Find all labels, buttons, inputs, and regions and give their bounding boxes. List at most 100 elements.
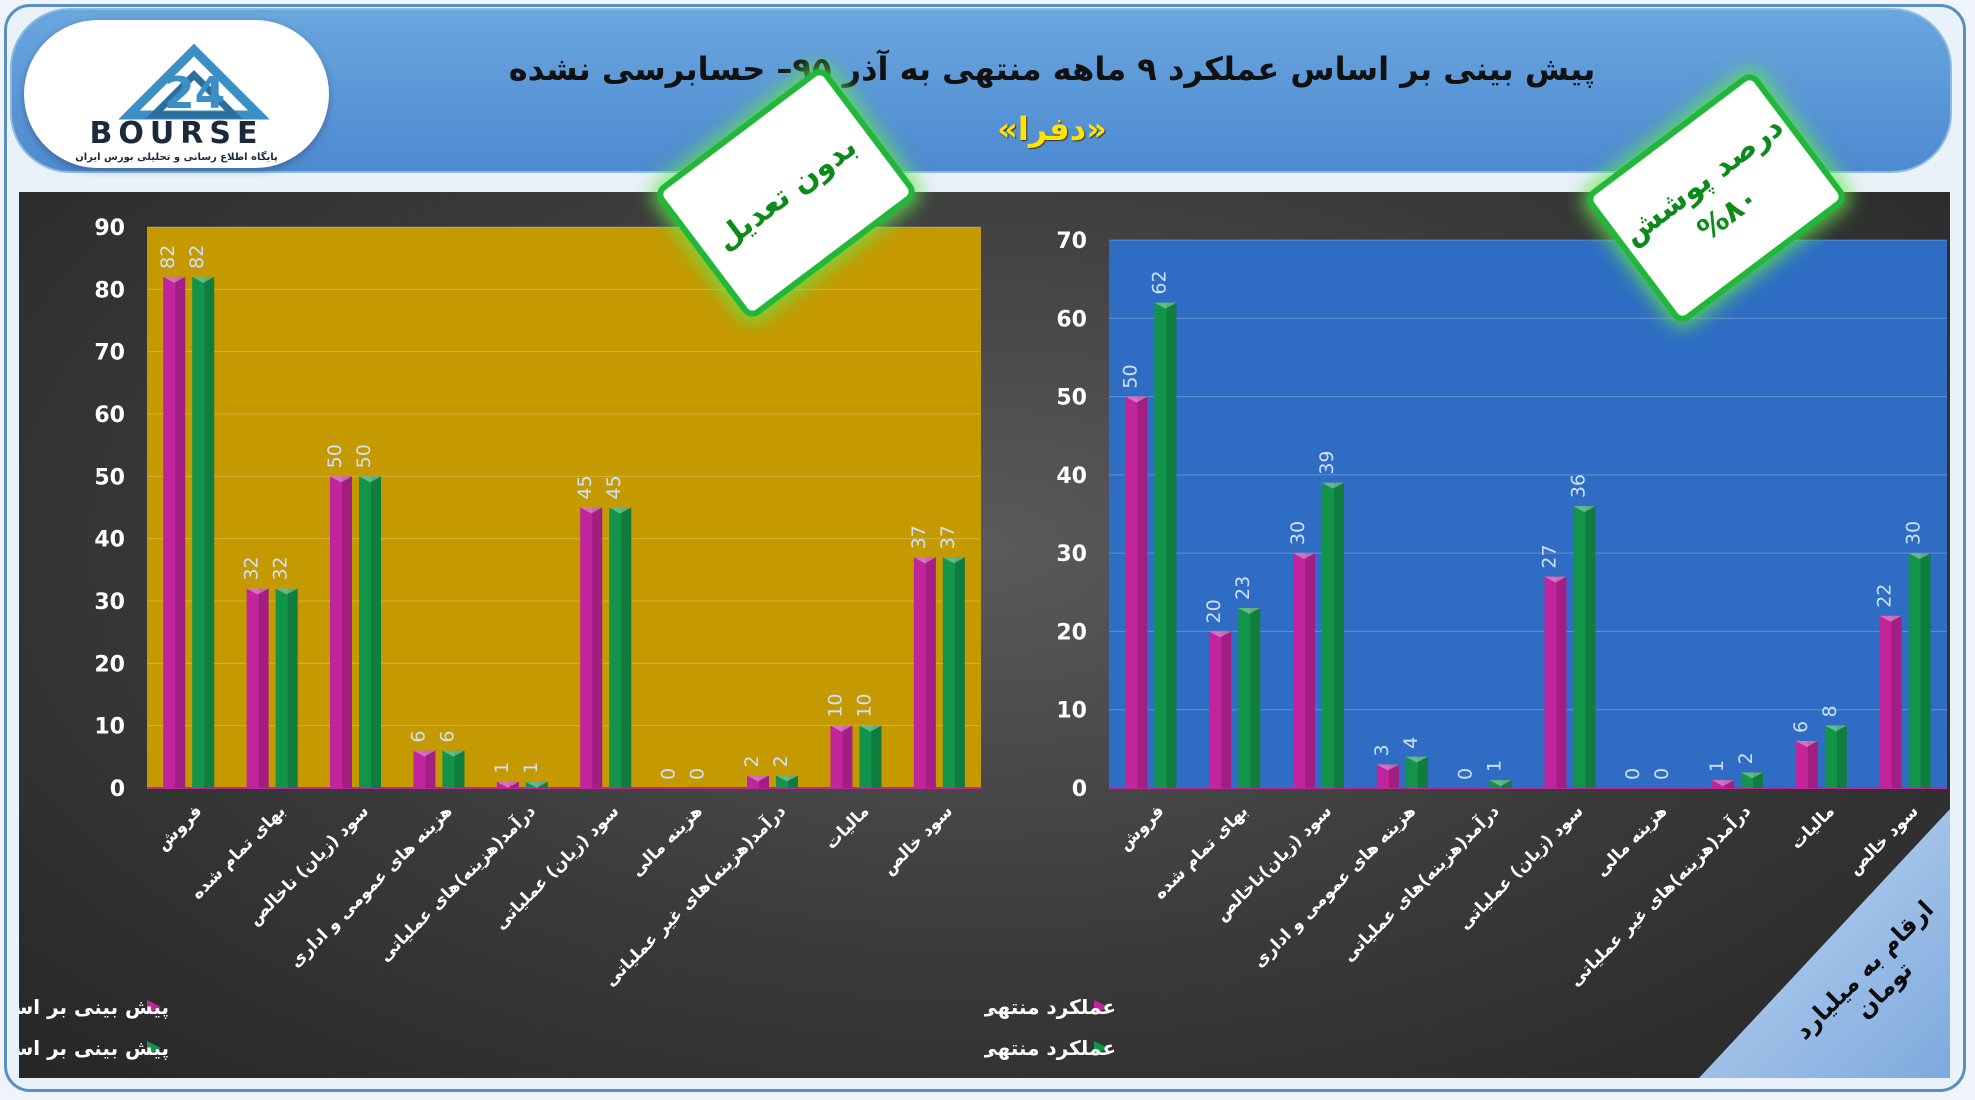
page-title: پیش بینی بر اساس عملکرد ۹ ماهه منتهی به …	[508, 50, 1596, 88]
y-tick-label: 0	[1072, 777, 1087, 802]
x-tick-label: هزینه مالی	[627, 801, 706, 880]
bar-top	[1405, 756, 1428, 763]
bar-top	[942, 557, 965, 564]
bar-top	[1125, 396, 1148, 403]
y-tick-label: 20	[1056, 620, 1087, 645]
bar-top	[1741, 772, 1763, 779]
legend-marker	[1094, 1000, 1108, 1014]
data-label: 0	[687, 768, 709, 780]
y-tick-label: 80	[94, 278, 125, 303]
bar-top	[1322, 482, 1344, 489]
data-label: 2	[770, 755, 792, 767]
bar-shade	[1417, 756, 1428, 788]
bar-top	[359, 476, 381, 483]
bar-shade	[621, 507, 632, 788]
bar-shade	[759, 775, 769, 788]
data-label: 50	[353, 444, 375, 468]
data-label: 1	[491, 762, 513, 774]
y-tick-label: 60	[1056, 307, 1087, 332]
bar-top	[1544, 576, 1567, 583]
x-tick-label: درآمد(هزینه)های عملیاتی	[1338, 800, 1504, 966]
bar-top	[1879, 615, 1902, 622]
bar	[525, 781, 548, 788]
data-label: 10	[824, 693, 846, 717]
bar-shade	[175, 276, 186, 788]
data-label: 36	[1567, 474, 1589, 498]
bar-shade	[287, 588, 298, 788]
legend-marker	[1094, 1041, 1108, 1055]
bourse-logo: 24 BOURSE پایگاه اطلاع رسانی و تحلیلی بو…	[24, 20, 329, 168]
legend-marker	[147, 1000, 161, 1014]
y-tick-label: 10	[94, 715, 125, 740]
bar-shade	[1334, 482, 1344, 788]
data-label: 62	[1148, 270, 1170, 294]
bar-top	[1795, 741, 1818, 748]
bar-shade	[425, 750, 436, 788]
bar-shade	[925, 557, 936, 788]
bar-top	[1238, 607, 1261, 614]
y-tick-label: 90	[94, 216, 125, 241]
data-label: 82	[186, 245, 208, 269]
data-label: 1	[1484, 760, 1506, 772]
bar-shade	[204, 276, 215, 788]
bar-shade	[537, 781, 548, 788]
bar-top	[776, 775, 798, 782]
bar-shade	[1250, 607, 1261, 788]
y-tick-label: 50	[1056, 386, 1087, 411]
y-tick-label: 40	[1056, 464, 1087, 489]
data-label: 23	[1232, 576, 1254, 600]
data-label: 32	[241, 556, 263, 580]
data-label: 1	[1706, 760, 1728, 772]
bar-shade	[454, 750, 465, 788]
bar-shade	[371, 476, 381, 788]
y-tick-label: 70	[94, 341, 125, 366]
data-label: 20	[1203, 599, 1225, 623]
legend-label: پیش بینی بر اساس عملکرد ۹ ماهه	[19, 1036, 169, 1061]
bar-top	[1209, 631, 1232, 638]
legend-marker	[147, 1041, 161, 1055]
bar-shade	[1388, 764, 1399, 788]
bar-shade	[1305, 553, 1315, 788]
data-label: 45	[603, 475, 625, 499]
bar-shade	[1137, 396, 1148, 788]
bar-top	[830, 725, 853, 732]
data-label: 50	[324, 444, 346, 468]
data-label: 8	[1819, 705, 1841, 717]
bar-top	[163, 276, 186, 283]
y-tick-label: 70	[1056, 229, 1087, 254]
data-label: 27	[1538, 544, 1560, 568]
data-label: 0	[1455, 768, 1477, 780]
bar-top	[1489, 780, 1512, 787]
bar-top	[192, 276, 215, 283]
y-tick-label: 30	[94, 590, 125, 615]
data-label: 32	[270, 556, 292, 580]
bar-shade	[1836, 725, 1847, 788]
data-label: 39	[1316, 450, 1338, 474]
bar-top	[609, 507, 632, 514]
x-tick-label: هزینه مالی	[1592, 801, 1671, 880]
data-label: 37	[937, 525, 959, 549]
data-label: 10	[853, 693, 875, 717]
data-label: 30	[1287, 521, 1309, 545]
y-tick-label: 0	[110, 777, 125, 802]
bar-shade	[1807, 741, 1818, 788]
bar-top	[1824, 725, 1847, 732]
x-tick-label: فروش	[1115, 801, 1169, 855]
bar-top	[246, 588, 269, 595]
y-tick-label: 10	[1056, 699, 1087, 724]
x-tick-label: مالیات	[1787, 801, 1839, 853]
x-tick-label: سود خالص	[879, 801, 957, 879]
data-label: 6	[1790, 721, 1812, 733]
x-tick-label: مالیات	[821, 801, 873, 853]
bar-shade	[871, 725, 882, 788]
bar-top	[747, 775, 769, 782]
bar-shade	[1501, 780, 1512, 788]
data-label: 82	[157, 245, 179, 269]
logo-text: BOURSE	[89, 116, 264, 151]
bar-top	[1712, 780, 1734, 787]
legend-label: پیش بینی بر اساس عملکرد ۶ ماهه	[19, 995, 169, 1020]
bar-shade	[954, 557, 965, 788]
y-tick-label: 50	[94, 465, 125, 490]
